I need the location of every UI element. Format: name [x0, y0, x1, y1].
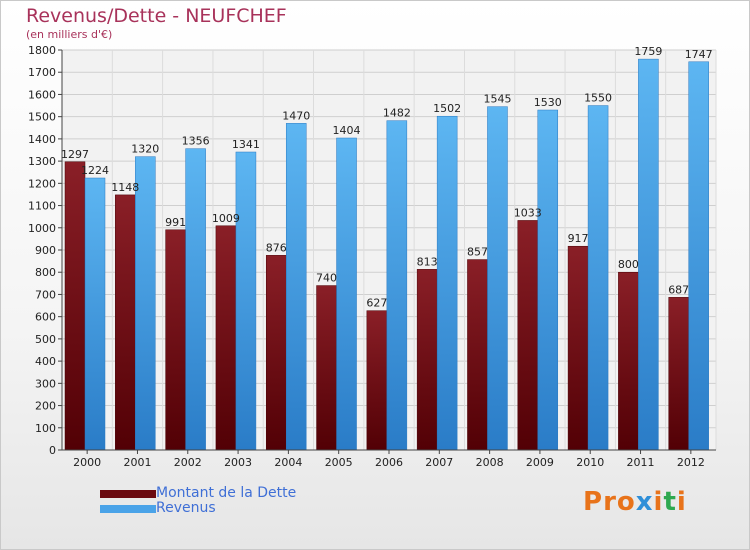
x-tick-label: 2000 [73, 456, 101, 469]
y-tick-label: 100 [35, 422, 56, 435]
data-label-revenus: 1224 [81, 164, 109, 177]
x-tick-label: 2007 [425, 456, 453, 469]
bar-revenus [135, 156, 156, 451]
data-label-revenus: 1470 [282, 109, 310, 122]
bar-dette [265, 255, 287, 451]
bar-revenus [638, 58, 659, 451]
bar-dette [416, 269, 438, 451]
chart-title: Revenus/Dette - NEUFCHEF [26, 5, 287, 27]
data-label-dette: 1297 [61, 148, 89, 161]
bar-dette [567, 245, 589, 451]
x-tick-label: 2011 [627, 456, 655, 469]
data-label-revenus: 1759 [634, 45, 662, 58]
bar-revenus [487, 106, 508, 451]
y-tick-label: 600 [35, 311, 56, 324]
bar-dette [215, 225, 237, 451]
data-label-revenus: 1356 [182, 135, 210, 148]
y-tick-label: 1700 [28, 66, 56, 79]
bar-revenus [84, 177, 106, 451]
data-label-dette: 1009 [212, 212, 240, 225]
legend-label-revenus: Revenus [156, 500, 216, 516]
data-label-dette: 1148 [111, 181, 139, 194]
bar-dette [618, 271, 639, 451]
bar-revenus [336, 137, 357, 451]
bar-revenus [436, 115, 458, 451]
x-tick-label: 2003 [224, 456, 252, 469]
data-label-revenus: 1341 [232, 138, 260, 151]
data-label-revenus: 1747 [685, 48, 713, 61]
y-tick-label: 900 [35, 244, 56, 257]
y-tick-label: 300 [35, 377, 56, 390]
bar-dette [115, 194, 136, 451]
y-tick-label: 500 [35, 333, 56, 346]
x-tick-label: 2009 [526, 456, 554, 469]
x-tick-label: 2010 [576, 456, 604, 469]
bar-dette [467, 259, 488, 451]
bar-revenus [386, 120, 408, 451]
y-tick-label: 800 [35, 266, 56, 279]
y-tick-label: 1000 [28, 222, 56, 235]
data-label-revenus: 1404 [333, 124, 361, 137]
legend-label-dette: Montant de la Dette [156, 485, 297, 501]
bar-dette [64, 161, 86, 451]
bar-revenus [688, 61, 709, 451]
data-label-dette: 876 [266, 241, 287, 254]
data-label-dette: 800 [618, 258, 639, 271]
x-tick-label: 2004 [274, 456, 302, 469]
x-tick-label: 2006 [375, 456, 403, 469]
legend-swatch-dette [100, 489, 156, 498]
y-tick-label: 1800 [28, 44, 56, 57]
bar-revenus [235, 151, 257, 451]
data-label-revenus: 1502 [433, 102, 461, 115]
data-label-dette: 740 [316, 272, 337, 285]
data-label-revenus: 1550 [584, 92, 612, 105]
data-label-dette: 857 [467, 246, 488, 259]
y-tick-label: 1300 [28, 155, 56, 168]
y-tick-label: 0 [49, 444, 56, 457]
data-label-revenus: 1320 [131, 143, 159, 156]
chart-legend: Montant de la Dette Revenus [100, 486, 296, 516]
bar-revenus [285, 123, 307, 451]
bar-revenus [185, 148, 206, 451]
y-tick-label: 400 [35, 355, 56, 368]
x-tick-label: 2008 [476, 456, 504, 469]
data-label-dette: 917 [568, 232, 589, 245]
legend-item-revenus: Revenus [100, 501, 296, 516]
y-tick-label: 1600 [28, 88, 56, 101]
bar-dette [316, 285, 337, 451]
data-label-dette: 627 [366, 297, 387, 310]
y-tick-label: 700 [35, 288, 56, 301]
data-label-dette: 991 [165, 216, 186, 229]
chart-subtitle: (en milliers d'€) [26, 28, 113, 41]
y-tick-label: 1100 [28, 200, 56, 213]
y-tick-label: 1200 [28, 177, 56, 190]
data-label-revenus: 1545 [483, 93, 511, 106]
proxiti-logo: Proxiti [583, 487, 687, 517]
data-label-revenus: 1482 [383, 107, 411, 120]
bar-dette [668, 297, 689, 451]
data-label-revenus: 1530 [534, 96, 562, 109]
y-tick-label: 1500 [28, 111, 56, 124]
bar-dette [517, 220, 539, 451]
bar-revenus [537, 109, 559, 451]
x-tick-label: 2002 [174, 456, 202, 469]
y-tick-label: 200 [35, 400, 56, 413]
data-label-dette: 1033 [514, 206, 542, 219]
x-tick-label: 2001 [123, 456, 151, 469]
x-tick-label: 2005 [325, 456, 353, 469]
data-label-dette: 813 [417, 255, 438, 268]
bar-revenus [587, 105, 609, 451]
bar-dette [366, 310, 388, 451]
bar-dette [165, 229, 186, 451]
x-tick-label: 2012 [677, 456, 705, 469]
data-label-dette: 687 [668, 283, 689, 296]
legend-item-dette: Montant de la Dette [100, 486, 296, 501]
legend-swatch-revenus [100, 504, 156, 513]
y-tick-label: 1400 [28, 133, 56, 146]
